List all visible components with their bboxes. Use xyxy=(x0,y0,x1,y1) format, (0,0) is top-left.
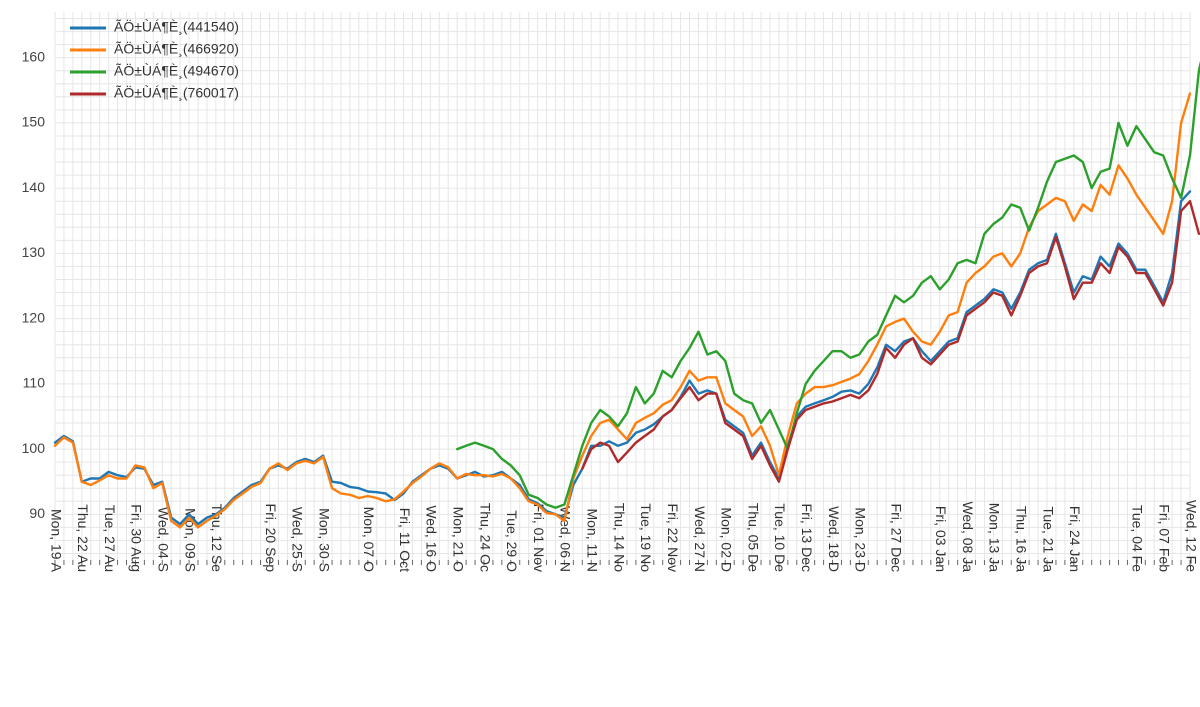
svg-text:90: 90 xyxy=(29,505,45,521)
svg-text:Mon, 11 N: Mon, 11 N xyxy=(585,508,601,572)
svg-text:Fri, 01 Nov: Fri, 01 Nov xyxy=(531,504,547,572)
svg-text:Mon, 19 A: Mon, 19 A xyxy=(48,509,64,573)
svg-text:Wed, 16 O: Wed, 16 O xyxy=(424,505,440,572)
svg-text:Mon, 30 S: Mon, 30 S xyxy=(316,508,332,572)
svg-text:Wed, 25 S: Wed, 25 S xyxy=(290,507,306,572)
svg-text:Wed, 27 N: Wed, 27 N xyxy=(692,506,708,572)
svg-text:Fri, 03 Jan: Fri, 03 Jan xyxy=(933,506,949,572)
svg-text:Fri, 20 Sep: Fri, 20 Sep xyxy=(263,504,279,573)
svg-text:Fri, 22 Nov: Fri, 22 Nov xyxy=(665,504,681,572)
svg-text:Fri, 27 Dec: Fri, 27 Dec xyxy=(888,504,904,572)
svg-text:100: 100 xyxy=(22,440,46,456)
svg-text:Fri, 30 Aug: Fri, 30 Aug xyxy=(129,504,145,572)
svg-text:Tue, 04 Fe: Tue, 04 Fe xyxy=(1130,505,1146,572)
svg-text:Fri, 24 Jan: Fri, 24 Jan xyxy=(1067,506,1083,572)
svg-text:Thu, 16 Ja: Thu, 16 Ja xyxy=(1013,506,1029,572)
svg-text:Tue, 21 Ja: Tue, 21 Ja xyxy=(1040,506,1056,572)
svg-text:Mon, 07 O: Mon, 07 O xyxy=(361,507,377,572)
svg-text:Tue, 27 Au: Tue, 27 Au xyxy=(102,505,118,572)
svg-text:Mon, 21 O: Mon, 21 O xyxy=(450,507,466,572)
svg-text:120: 120 xyxy=(22,309,46,325)
svg-text:Wed, 18 D: Wed, 18 D xyxy=(826,506,842,572)
svg-text:Thu, 14 No: Thu, 14 No xyxy=(611,503,627,572)
svg-text:Wed, 08 Ja: Wed, 08 Ja xyxy=(960,501,976,572)
svg-text:Thu, 24 Oc: Thu, 24 Oc xyxy=(477,503,493,572)
legend-label: ÃÖ±ÙÁ¶È¸(441540) xyxy=(114,18,239,35)
svg-text:110: 110 xyxy=(23,375,46,391)
line-chart: 90 100 110 120 130 140 150 160 Mon, 19 A Thu, 22 … xyxy=(0,0,1200,707)
svg-text:Mon, 13 Ja: Mon, 13 Ja xyxy=(987,503,1003,572)
legend-label: ÃÖ±ÙÁ¶È¸(760017) xyxy=(114,84,239,101)
svg-text:Mon, 23 D: Mon, 23 D xyxy=(853,507,869,572)
svg-text:Tue, 10 De: Tue, 10 De xyxy=(772,503,788,572)
svg-text:Wed, 12 Fe: Wed, 12 Fe xyxy=(1183,500,1199,572)
svg-text:Fri, 13 Dec: Fri, 13 Dec xyxy=(799,504,815,572)
svg-text:130: 130 xyxy=(22,244,46,260)
svg-text:Fri, 11 Oct: Fri, 11 Oct xyxy=(397,508,413,572)
svg-text:Mon, 02 D: Mon, 02 D xyxy=(719,507,735,572)
legend-label: ÃÖ±ÙÁ¶È¸(494670) xyxy=(114,62,239,79)
svg-text:Tue, 19 No: Tue, 19 No xyxy=(638,503,654,572)
svg-text:160: 160 xyxy=(22,48,46,64)
svg-text:Thu, 22 Au: Thu, 22 Au xyxy=(75,504,91,572)
svg-text:Fri, 07 Feb: Fri, 07 Feb xyxy=(1156,504,1172,572)
svg-text:Thu, 05 De: Thu, 05 De xyxy=(745,503,761,572)
svg-text:Tue, 29 O: Tue, 29 O xyxy=(504,510,520,572)
chart-svg: 90 100 110 120 130 140 150 160 Mon, 19 A Thu, 22 … xyxy=(0,0,1200,707)
svg-text:150: 150 xyxy=(22,114,46,130)
legend-label: ÃÖ±ÙÁ¶È¸(466920) xyxy=(114,40,239,57)
svg-text:140: 140 xyxy=(22,179,46,195)
